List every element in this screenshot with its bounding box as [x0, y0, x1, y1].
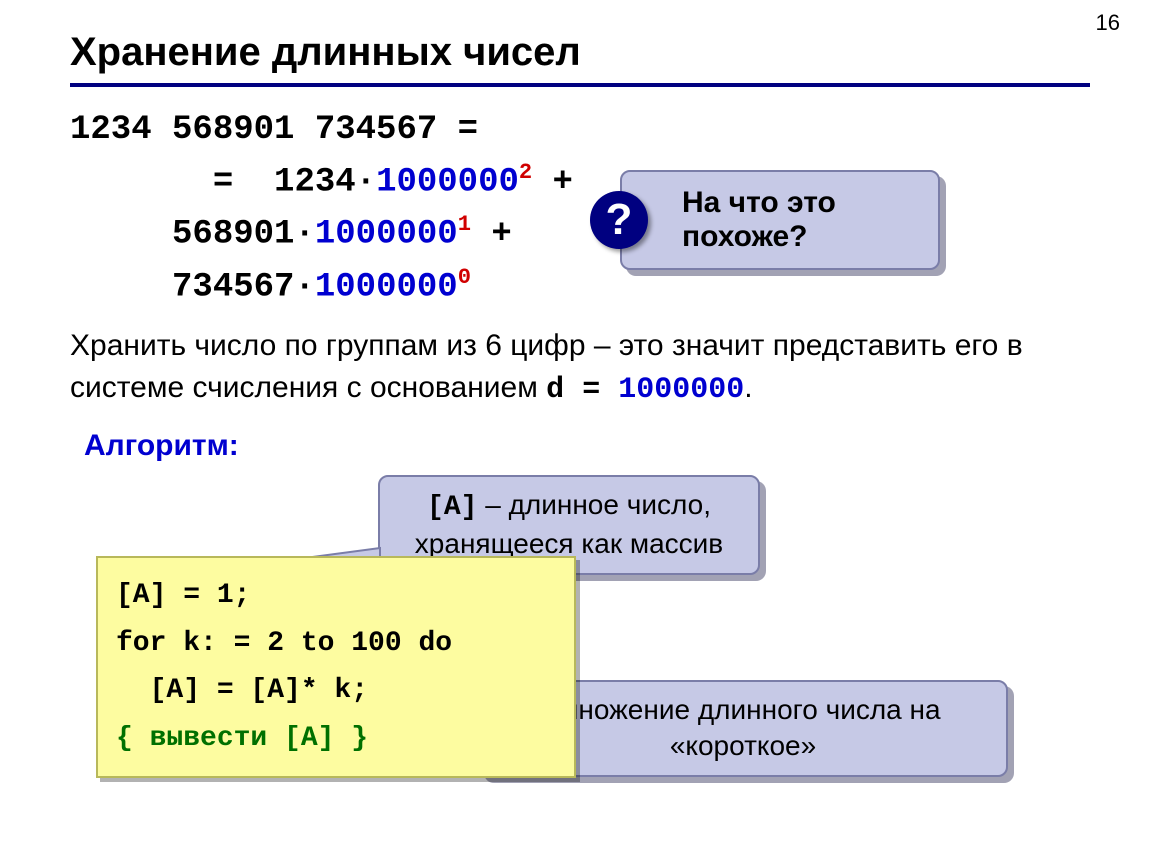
code-line-3: [A] = [A]* k;: [116, 667, 556, 715]
callout-array-code: [A]: [427, 492, 477, 523]
code-line-1: [A] = 1;: [116, 572, 556, 620]
page-number: 16: [1096, 10, 1120, 36]
math-line-4: 734567·10000000: [70, 261, 1090, 313]
callout-multiply-text: умножение длинного числа на «короткое»: [545, 694, 940, 761]
slide: 16 Хранение длинных чисел 1234 568901 73…: [0, 0, 1150, 864]
slide-title: Хранение длинных чисел: [70, 30, 1090, 75]
explanation-text: Хранить число по группам из 6 цифр – это…: [70, 325, 1090, 411]
code-line-2: for k: = 2 to 100 do: [116, 620, 556, 668]
callout-question-text: На что это похоже?: [682, 186, 836, 253]
math-line-1: 1234 568901 734567 =: [70, 105, 1090, 156]
algorithm-label: Алгоритм:: [84, 429, 1090, 463]
question-icon: ?: [590, 191, 648, 249]
code-line-4: { вывести [A] }: [116, 715, 556, 763]
callout-question: ? На что это похоже?: [620, 170, 940, 270]
code-block: [A] = 1; for k: = 2 to 100 do [A] = [A]*…: [96, 556, 576, 778]
title-rule: [70, 83, 1090, 87]
